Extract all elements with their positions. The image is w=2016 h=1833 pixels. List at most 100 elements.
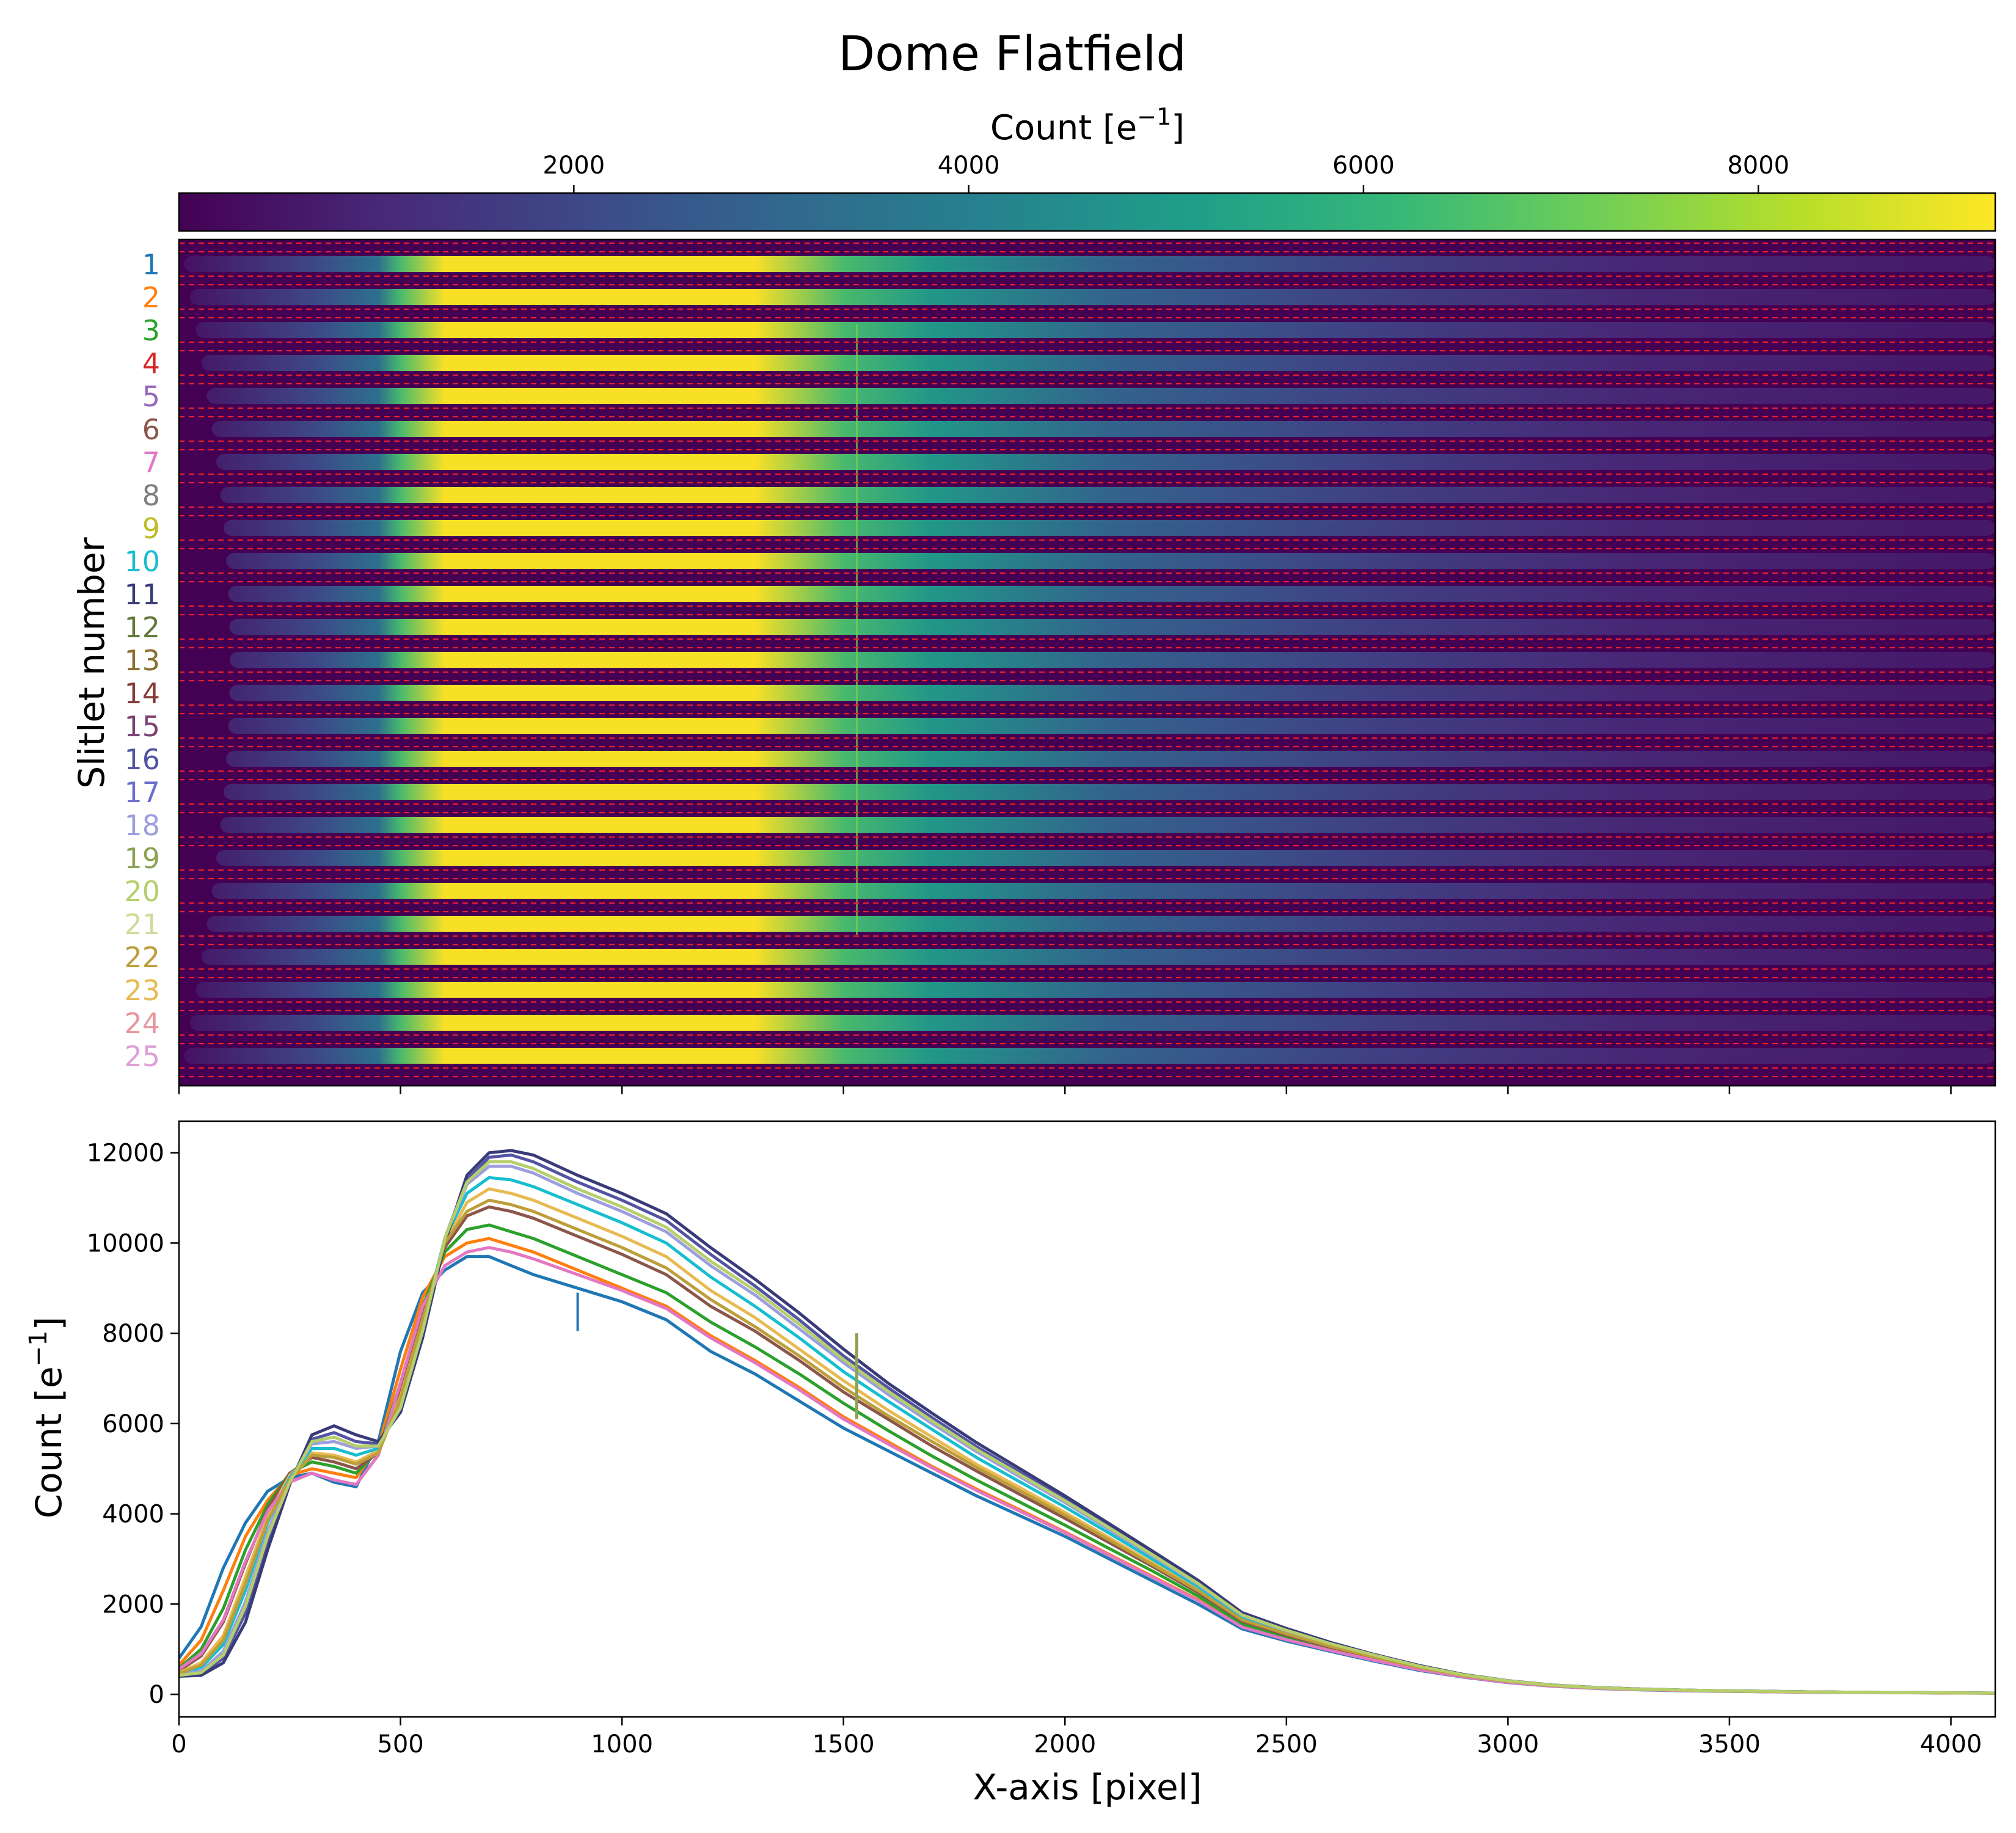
slitlet-label: 1 bbox=[142, 248, 160, 281]
slitlet-label: 5 bbox=[142, 380, 160, 413]
figure-title: Dome Flatfield bbox=[838, 27, 1186, 82]
slitlet-band bbox=[228, 586, 1995, 602]
slitlet-band bbox=[211, 421, 1995, 437]
line-y-tick-label: 6000 bbox=[102, 1410, 164, 1438]
line-x-ticks: 0 500 1000 1500 2000 2500 3000 3500 4000 bbox=[171, 1717, 1982, 1758]
line-y-ticks: 0 2000 4000 6000 8000 10000 12000 bbox=[87, 1140, 179, 1709]
slitlet-band bbox=[201, 355, 1995, 371]
line-y-tick-label: 12000 bbox=[87, 1140, 164, 1168]
slitlet-band bbox=[201, 949, 1995, 965]
slitlet-band bbox=[220, 487, 1995, 503]
slitlet-label: 22 bbox=[124, 941, 160, 974]
slitlet-band bbox=[226, 751, 1995, 767]
line-y-tick-label: 2000 bbox=[102, 1590, 164, 1619]
colorbar-tick-label: 8000 bbox=[1727, 152, 1789, 180]
slitlet-band bbox=[189, 1015, 1995, 1031]
slitlet-band bbox=[216, 454, 1995, 470]
slitlet-label: 20 bbox=[124, 875, 160, 908]
line-x-tick-label: 4000 bbox=[1920, 1730, 1982, 1758]
line-x-tick-label: 3500 bbox=[1698, 1730, 1761, 1758]
slitlet-spectrum-line bbox=[179, 1255, 1995, 1695]
slitlet-band bbox=[228, 718, 1995, 734]
slitlet-label: 10 bbox=[124, 545, 160, 578]
slitlet-band bbox=[229, 685, 1995, 701]
slitlet-band bbox=[220, 817, 1995, 833]
colorbar-gradient bbox=[178, 192, 1996, 232]
colorbar-label: Count [e−1] bbox=[990, 103, 1185, 148]
slitlet-label: 18 bbox=[124, 809, 160, 842]
slitlet-spectra bbox=[179, 1149, 1995, 1695]
slitlet-label: 6 bbox=[142, 413, 160, 446]
slitlet-spectrum-line bbox=[179, 1246, 1995, 1695]
slitlet-label: 19 bbox=[124, 842, 160, 875]
line-y-tick-label: 10000 bbox=[87, 1229, 164, 1257]
colorbar-label-text: Count [e bbox=[990, 108, 1137, 148]
colorbar: Count [e−1] 2000 4000 6000 8000 bbox=[178, 103, 1996, 232]
slitlet-band bbox=[223, 520, 1995, 536]
slitlet-band bbox=[229, 619, 1995, 635]
slitlet-label: 15 bbox=[124, 710, 160, 743]
colorbar-label-suffix: ] bbox=[1171, 108, 1185, 148]
slitlet-label: 2 bbox=[142, 281, 160, 314]
line-y-tick-label: 4000 bbox=[102, 1501, 164, 1529]
colorbar-ticks: 2000 4000 6000 8000 bbox=[542, 152, 1789, 193]
slitlet-band bbox=[223, 784, 1995, 800]
slitlet-label: 3 bbox=[142, 314, 160, 347]
line-y-axis-label-exponent: −1 bbox=[24, 1330, 53, 1366]
colorbar-label-exponent: −1 bbox=[1137, 103, 1171, 130]
colorbar-tick-label: 4000 bbox=[938, 152, 1000, 180]
slitlet-bands bbox=[184, 256, 1995, 1064]
slitlet-spectrum-line bbox=[179, 1223, 1995, 1695]
slitlet-label: 8 bbox=[142, 479, 160, 512]
image-x-ticks bbox=[178, 1086, 1952, 1094]
slitlet-label: 14 bbox=[124, 677, 160, 710]
line-y-tick-label: 8000 bbox=[102, 1320, 164, 1348]
spectra-line-panel: 0 500 1000 1500 2000 2500 3000 3500 4000 0 2000 40… bbox=[24, 1120, 1996, 1808]
slitlet-band bbox=[226, 553, 1995, 569]
line-y-axis-label: Count [e−1] bbox=[24, 1317, 70, 1519]
slitlet-band bbox=[206, 916, 1995, 932]
line-x-tick-label: 500 bbox=[377, 1730, 423, 1758]
line-x-axis-label: X-axis [pixel] bbox=[973, 1766, 1202, 1808]
slitlet-spectrum-line bbox=[179, 1237, 1995, 1695]
slitlet-spectrum-line bbox=[179, 1176, 1995, 1695]
slitlet-band bbox=[230, 652, 1995, 668]
slitlet-spectrum-line bbox=[179, 1198, 1995, 1695]
slitlet-label: 11 bbox=[124, 578, 160, 611]
slitlet-label: 17 bbox=[124, 776, 160, 809]
slitlet-band bbox=[184, 256, 1995, 272]
slitlet-band bbox=[184, 1048, 1995, 1064]
slitlet-band bbox=[206, 388, 1995, 404]
line-x-tick-label: 2000 bbox=[1034, 1730, 1096, 1758]
slitlet-band bbox=[216, 850, 1995, 866]
line-x-tick-label: 3000 bbox=[1477, 1730, 1539, 1758]
line-x-tick-label: 0 bbox=[171, 1730, 186, 1758]
slitlet-label: 25 bbox=[124, 1040, 160, 1073]
line-x-tick-label: 1500 bbox=[813, 1730, 875, 1758]
slitlet-label: 16 bbox=[124, 743, 160, 776]
line-x-tick-label: 1000 bbox=[591, 1730, 653, 1758]
slitlet-label: 24 bbox=[124, 1007, 160, 1040]
slitlet-band bbox=[189, 289, 1995, 305]
colorbar-tick-label: 6000 bbox=[1332, 152, 1395, 180]
line-y-tick-label: 0 bbox=[149, 1681, 164, 1709]
slitlet-label: 9 bbox=[142, 512, 160, 545]
slitlet-band bbox=[211, 883, 1995, 899]
slitlet-label: 23 bbox=[124, 974, 160, 1007]
slitlet-label: 7 bbox=[142, 446, 160, 479]
slitlet-band bbox=[195, 982, 1995, 998]
image-y-axis-label: Slitlet number bbox=[71, 537, 112, 788]
flatfield-image-panel: 1234567891011121314151617181920212223242… bbox=[71, 238, 1996, 1094]
slitlet-spectrum-line bbox=[179, 1160, 1995, 1695]
slitlet-label: 12 bbox=[124, 611, 160, 644]
slitlet-band bbox=[195, 322, 1995, 338]
line-y-axis-label-suffix: ] bbox=[28, 1317, 70, 1331]
slitlet-spectrum-line bbox=[179, 1205, 1995, 1695]
slitlet-label: 13 bbox=[124, 644, 160, 677]
flatfield-image-frame bbox=[178, 238, 1996, 1087]
line-y-axis-label-text: Count [e bbox=[28, 1366, 70, 1518]
line-plot-frame bbox=[178, 1120, 1996, 1718]
slitlet-number-labels: 1234567891011121314151617181920212223242… bbox=[124, 248, 160, 1073]
slitlet-label: 4 bbox=[142, 347, 160, 380]
